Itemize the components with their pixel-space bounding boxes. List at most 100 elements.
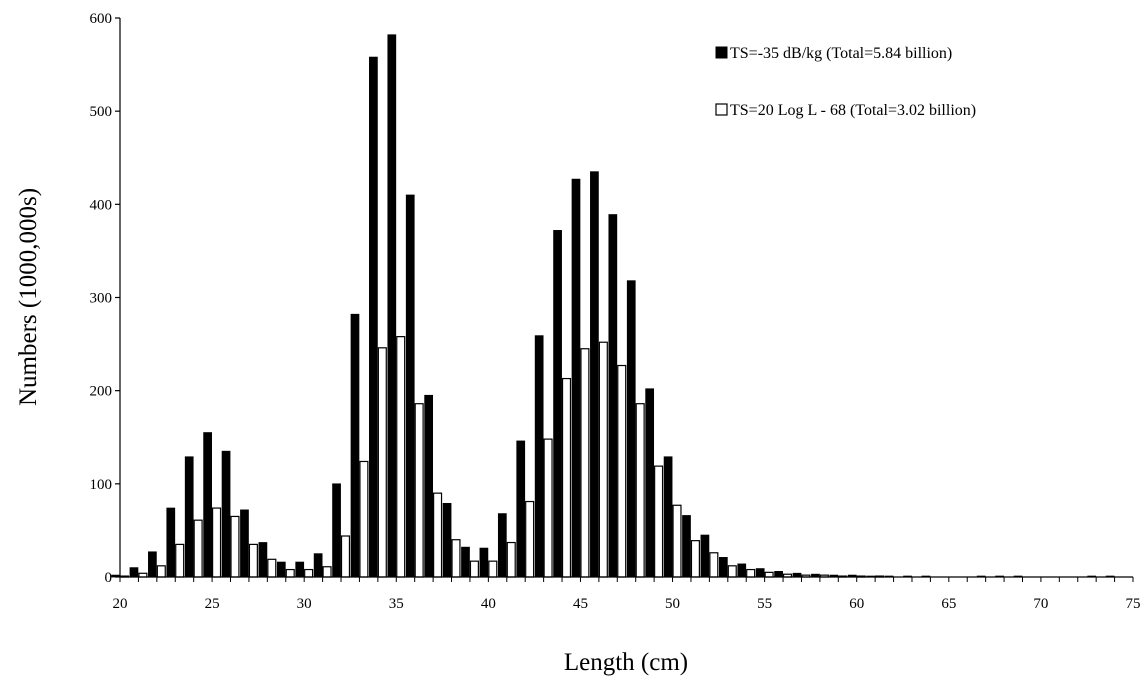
bar-series-1-x-40 [479, 547, 489, 578]
bar-series-2-x-47 [617, 364, 627, 578]
bar-series-1-x-51 [682, 515, 691, 578]
bar-series-1-x-32 [332, 483, 341, 578]
y-tick-label-6: 600 [90, 11, 113, 27]
legend: TS=-35 dB/kg (Total=5.84 billion) TS=20 … [715, 45, 976, 119]
bar-series-1-x-35 [387, 34, 397, 578]
x-tick-label-9: 65 [941, 596, 956, 612]
bar-series-1-x-42 [516, 440, 526, 578]
bar-series-1-x-45 [571, 178, 581, 578]
x-tick-label-0: 20 [113, 596, 128, 612]
y-tick-label-2: 200 [90, 384, 113, 400]
bar-series-1-x-23 [166, 507, 176, 578]
bar-series-2-x-42 [525, 500, 535, 578]
bar-series-2-x-33 [359, 460, 369, 578]
bar-series-1-x-24 [184, 456, 194, 578]
bar-series-2-x-26 [230, 515, 240, 578]
bar-series-2-x-52 [709, 552, 719, 578]
x-tick-label-3: 35 [389, 596, 404, 612]
bar-series-2-x-43 [543, 438, 553, 578]
x-tick-label-11: 75 [1126, 596, 1141, 612]
x-tick-label-7: 55 [757, 596, 772, 612]
y-tick-label-1: 100 [90, 477, 113, 493]
bar-series-1-x-21 [129, 567, 139, 578]
bar-series-2-x-29 [285, 568, 295, 578]
legend-label-series-2: TS=20 Log L - 68 (Total=3.02 billion) [730, 102, 976, 119]
x-tick-label-10: 70 [1033, 596, 1048, 612]
bar-series-1-x-37 [424, 394, 434, 578]
bar-series-1-x-34 [369, 56, 378, 578]
bar-series-2-x-35 [396, 336, 406, 578]
legend-swatch-series-1 [715, 46, 728, 59]
bar-series-2-x-28 [267, 558, 277, 578]
bar-series-2-x-46 [598, 341, 608, 578]
x-tick-label-8: 60 [849, 596, 864, 612]
x-tick-label-5: 45 [573, 596, 588, 612]
bar-series-2-x-38 [451, 539, 461, 578]
bar-series-1-x-31 [313, 553, 323, 578]
x-tick-label-4: 40 [481, 596, 496, 612]
bar-series-2-x-24 [193, 519, 203, 578]
bar-series-2-x-44 [561, 377, 572, 578]
bar-series-1-x-26 [221, 450, 231, 578]
bar-series-1-x-52 [700, 534, 710, 578]
bar-series-1-x-38 [442, 502, 452, 578]
bar-series-2-x-27 [248, 543, 258, 578]
bar-series-1-x-43 [534, 335, 544, 578]
bar-series-2-x-23 [175, 543, 185, 578]
bar-series-1-x-28 [258, 542, 268, 578]
y-axis-title: Numbers (1000,000s) [15, 188, 42, 406]
bar-series-1-x-29 [276, 561, 286, 578]
x-tick-label-1: 25 [205, 596, 220, 612]
x-tick-label-2: 30 [297, 596, 312, 612]
bar-series-2-x-41 [506, 541, 516, 578]
bar-series-1-x-27 [240, 509, 249, 578]
bar-series-2-x-39 [469, 560, 479, 578]
bar-series-2-x-22 [156, 565, 166, 578]
bar-series-2-x-50 [672, 504, 682, 578]
bar-series-1-x-36 [405, 194, 415, 578]
bar-series-2-x-37 [433, 492, 443, 578]
bar-series-1-x-46 [590, 171, 599, 578]
bar-series-2-x-49 [654, 465, 664, 578]
bar-series-2-x-34 [377, 347, 387, 578]
bar-series-2-x-55 [764, 571, 774, 578]
axes-layer [119, 18, 1133, 578]
bar-series-1-x-47 [608, 214, 618, 578]
bar-series-2-x-51 [690, 540, 700, 578]
bar-series-2-x-48 [635, 403, 645, 578]
bar-series-1-x-39 [461, 546, 470, 578]
bar-series-1-x-48 [626, 280, 636, 578]
bar-series-2-x-40 [488, 560, 498, 578]
bar-series-1-x-49 [645, 388, 655, 578]
bar-series-1-x-22 [148, 551, 157, 578]
y-tick-label-3: 300 [90, 291, 113, 307]
bar-series-1-x-33 [350, 313, 360, 578]
bar-series-2-x-54 [746, 568, 756, 578]
bar-series-1-x-50 [663, 456, 673, 578]
bar-series-1-x-44 [553, 230, 562, 578]
bar-series-2-x-30 [304, 568, 314, 578]
bar-series-2-x-31 [322, 566, 332, 578]
x-tick-label-6: 50 [665, 596, 680, 612]
bar-series-2-x-25 [211, 507, 222, 578]
bar-series-1-x-25 [203, 432, 212, 578]
bar-series-2-x-32 [340, 535, 351, 578]
y-tick-label-0: 0 [105, 570, 113, 586]
bar-series-2-x-36 [414, 403, 424, 578]
x-axis-title: Length (cm) [564, 649, 688, 676]
ticks-layer: 0 100 200 300 400 500 600 20 25 30 35 40 45 50 55 60 65 7… [90, 11, 1141, 612]
bars-layer [111, 34, 1115, 578]
bar-series-1-x-55 [755, 568, 765, 578]
bar-series-2-x-53 [727, 565, 737, 578]
y-tick-label-5: 500 [90, 104, 113, 120]
bar-series-2-x-45 [580, 348, 590, 578]
bar-series-1-x-54 [737, 563, 747, 578]
bar-series-1-x-30 [295, 561, 305, 578]
y-tick-label-4: 400 [90, 197, 113, 213]
bar-series-1-x-41 [497, 513, 507, 578]
legend-swatch-series-2 [715, 103, 728, 116]
bar-series-1-x-53 [718, 557, 728, 578]
legend-label-series-1: TS=-35 dB/kg (Total=5.84 billion) [730, 45, 952, 62]
bar-series-1-x-56 [774, 571, 783, 578]
